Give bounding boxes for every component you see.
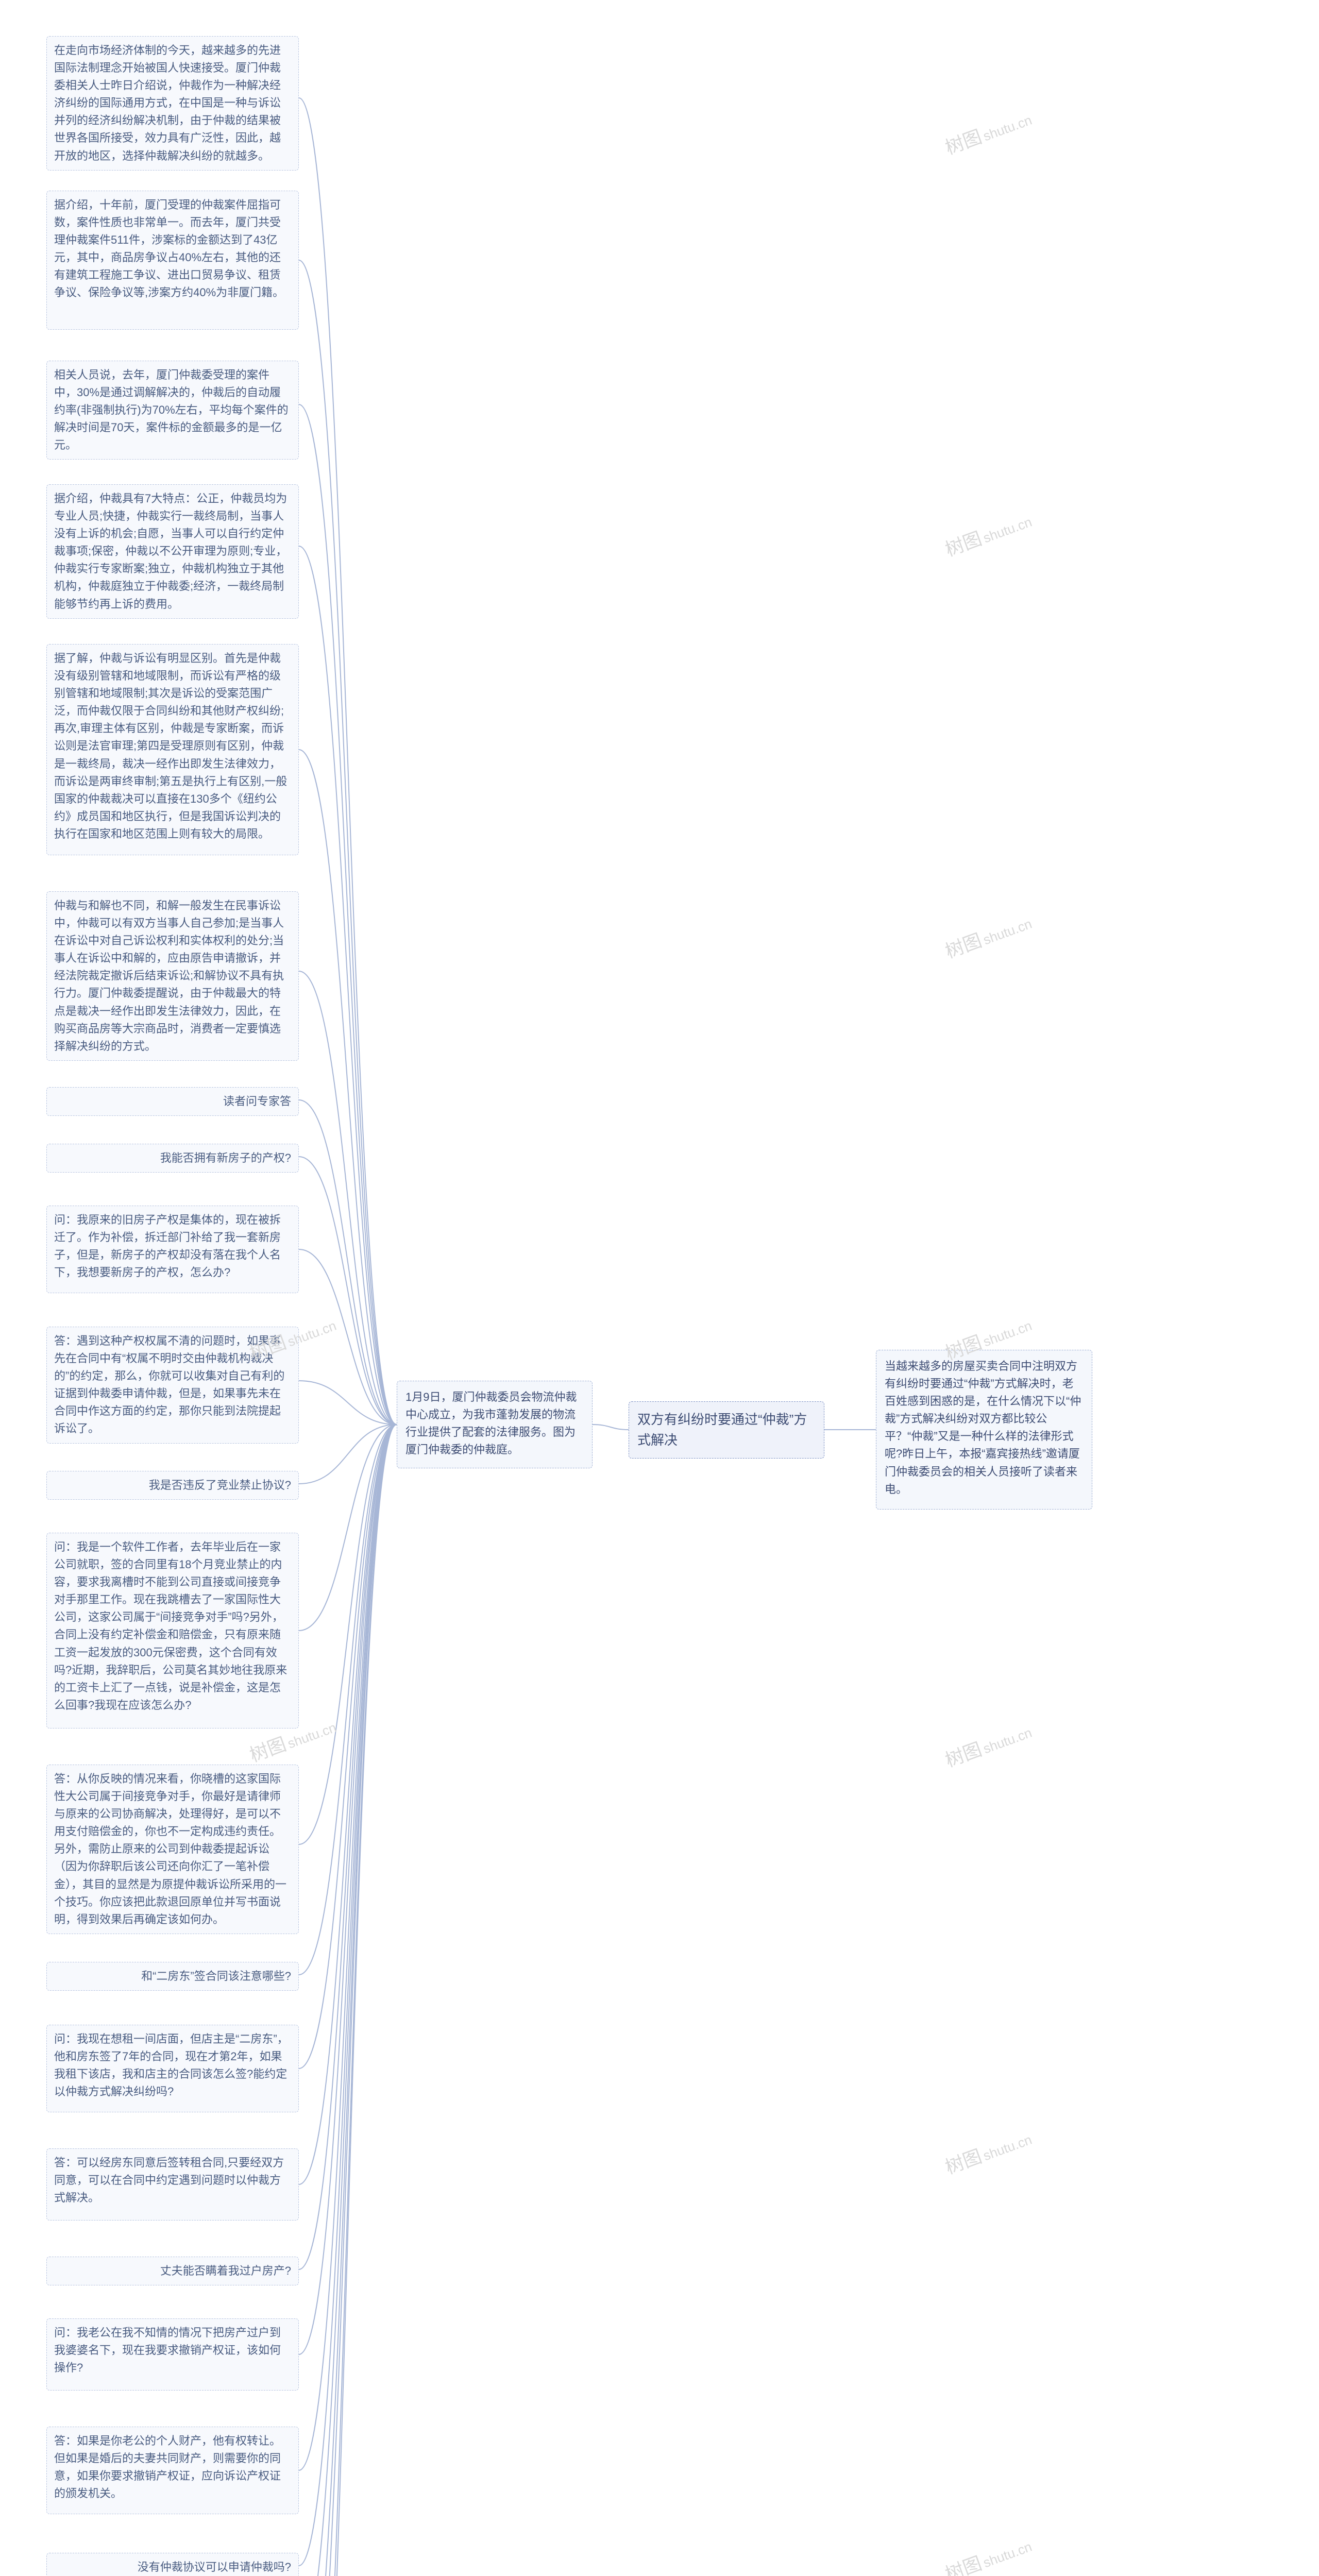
mindmap-summary: 当越来越多的房屋买卖合同中注明双方有纠纷时要通过“仲裁”方式解决时，老百姓感到困… <box>876 1350 1092 1510</box>
watermark-url: shutu.cn <box>981 1725 1034 1757</box>
watermark-brand: 树图 <box>247 1733 289 1766</box>
mindmap-leaf: 我是否违反了竞业禁止协议? <box>46 1471 299 1500</box>
watermark-url: shutu.cn <box>981 916 1034 948</box>
mindmap-leaf: 仲裁与和解也不同，和解一般发生在民事诉讼中，仲裁可以有双方当事人自己参加;是当事… <box>46 891 299 1061</box>
mindmap-leaf: 丈夫能否瞒着我过户房产? <box>46 2257 299 2285</box>
mindmap-leaf: 据介绍，仲裁具有7大特点：公正，仲裁员均为专业人员;快捷，仲裁实行一裁终局制，当… <box>46 484 299 619</box>
mindmap-leaf: 问：我是一个软件工作者，去年毕业后在一家公司就职，签的合同里有18个月竞业禁止的… <box>46 1533 299 1728</box>
watermark-url: shutu.cn <box>981 112 1034 144</box>
watermark-url: shutu.cn <box>981 1318 1034 1350</box>
watermark-brand: 树图 <box>942 126 985 158</box>
mindmap-leaf: 据了解，仲裁与诉讼有明显区别。首先是仲裁没有级别管辖和地域限制，而诉讼有严格的级… <box>46 644 299 855</box>
watermark-url: shutu.cn <box>981 514 1034 546</box>
mindmap-leaf: 相关人员说，去年，厦门仲裁委受理的案件中，30%是通过调解解决的，仲裁后的自动履… <box>46 361 299 460</box>
watermark-url: shutu.cn <box>981 2132 1034 2164</box>
watermark-brand: 树图 <box>942 528 985 560</box>
mindmap-branch: 1月9日，厦门仲裁委员会物流仲裁中心成立，为我市蓬勃发展的物流行业提供了配套的法… <box>397 1381 593 1468</box>
mindmap-root: 双方有纠纷时要通过“仲裁”方式解决 <box>629 1401 824 1459</box>
watermark-url: shutu.cn <box>981 2539 1034 2571</box>
watermark: 树图 shutu.cn <box>941 506 1035 562</box>
mindmap-leaf: 没有仲裁协议可以申请仲裁吗? <box>46 2553 299 2576</box>
watermark-brand: 树图 <box>942 929 985 962</box>
watermark: 树图 shutu.cn <box>941 2124 1035 2180</box>
mindmap-leaf: 答：如果是你老公的个人财产，他有权转让。但如果是婚后的夫妻共同财产，则需要你的同… <box>46 2427 299 2514</box>
mindmap-leaf: 读者问专家答 <box>46 1087 299 1116</box>
mindmap-leaf: 问：我老公在我不知情的情况下把房产过户到我婆婆名下，现在我要求撤销产权证，该如何… <box>46 2318 299 2391</box>
watermark: 树图 shutu.cn <box>941 104 1035 160</box>
mindmap-leaf: 和“二房东”签合同该注意哪些? <box>46 1962 299 1991</box>
mindmap-leaf: 在走向市场经济体制的今天，越来越多的先进国际法制理念开始被国人快速接受。厦门仲裁… <box>46 36 299 171</box>
mindmap-leaf: 答：可以经房东同意后签转租合同,只要经双方同意，可以在合同中约定遇到问题时以仲裁… <box>46 2148 299 2221</box>
mindmap-leaf: 答：从你反映的情况来看，你晓槽的这家国际性大公司属于间接竞争对手，你最好是请律师… <box>46 1765 299 1934</box>
watermark-brand: 树图 <box>942 1738 985 1771</box>
mindmap-leaf: 问：我现在想租一间店面，但店主是“二房东”，他和房东签了7年的合同，现在才第2年… <box>46 2025 299 2112</box>
mindmap-leaf: 答：遇到这种产权权属不清的问题时，如果事先在合同中有“权属不明时交由仲裁机构裁决… <box>46 1327 299 1444</box>
mindmap-leaf: 我能否拥有新房子的产权? <box>46 1144 299 1173</box>
watermark: 树图 shutu.cn <box>941 1717 1035 1773</box>
watermark-brand: 树图 <box>942 2145 985 2178</box>
mindmap-leaf: 据介绍，十年前，厦门受理的仲裁案件屈指可数，案件性质也非常单一。而去年，厦门共受… <box>46 191 299 330</box>
watermark-brand: 树图 <box>942 2552 985 2576</box>
watermark: 树图 shutu.cn <box>941 2531 1035 2576</box>
mindmap-leaf: 问：我原来的旧房子产权是集体的，现在被拆迁了。作为补偿，拆迁部门补给了我一套新房… <box>46 1206 299 1293</box>
watermark: 树图 shutu.cn <box>941 908 1035 964</box>
